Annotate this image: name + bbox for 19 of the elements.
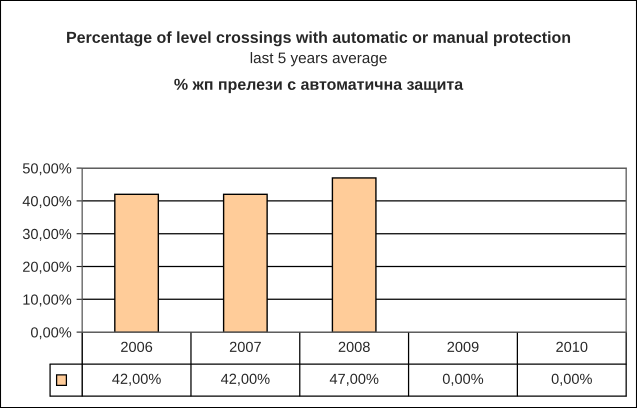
text: % жп прелези с автоматична защита <box>174 78 464 94</box>
data-label: 0,00% <box>442 374 484 386</box>
chart-subtitle: last 5 years average <box>250 52 387 66</box>
chart-title: Percentage of level crossings with automatic or manual protection <box>67 31 570 46</box>
y-tick-label: 40,00% <box>22 196 72 208</box>
data-label: 0,00% <box>552 374 592 386</box>
data-label: 42,00% <box>112 374 161 386</box>
y-tick-label: 30,00% <box>22 228 72 241</box>
x-tick-label: 2008 <box>338 342 370 352</box>
y-tick-label: 50,00% <box>22 163 72 176</box>
x-tick-label: 2006 <box>121 342 152 352</box>
y-tick-label: 20,00% <box>23 262 72 274</box>
data-label: 47,00% <box>330 374 378 386</box>
x-tick-label: 2009 <box>447 342 479 352</box>
x-tick-label: 2007 <box>230 342 261 352</box>
data-label: 42,00% <box>220 374 270 386</box>
y-tick-label: 0,00% <box>30 327 72 340</box>
y-tick-label: 10,00% <box>23 294 72 306</box>
x-tick-label: 2010 <box>556 342 588 352</box>
